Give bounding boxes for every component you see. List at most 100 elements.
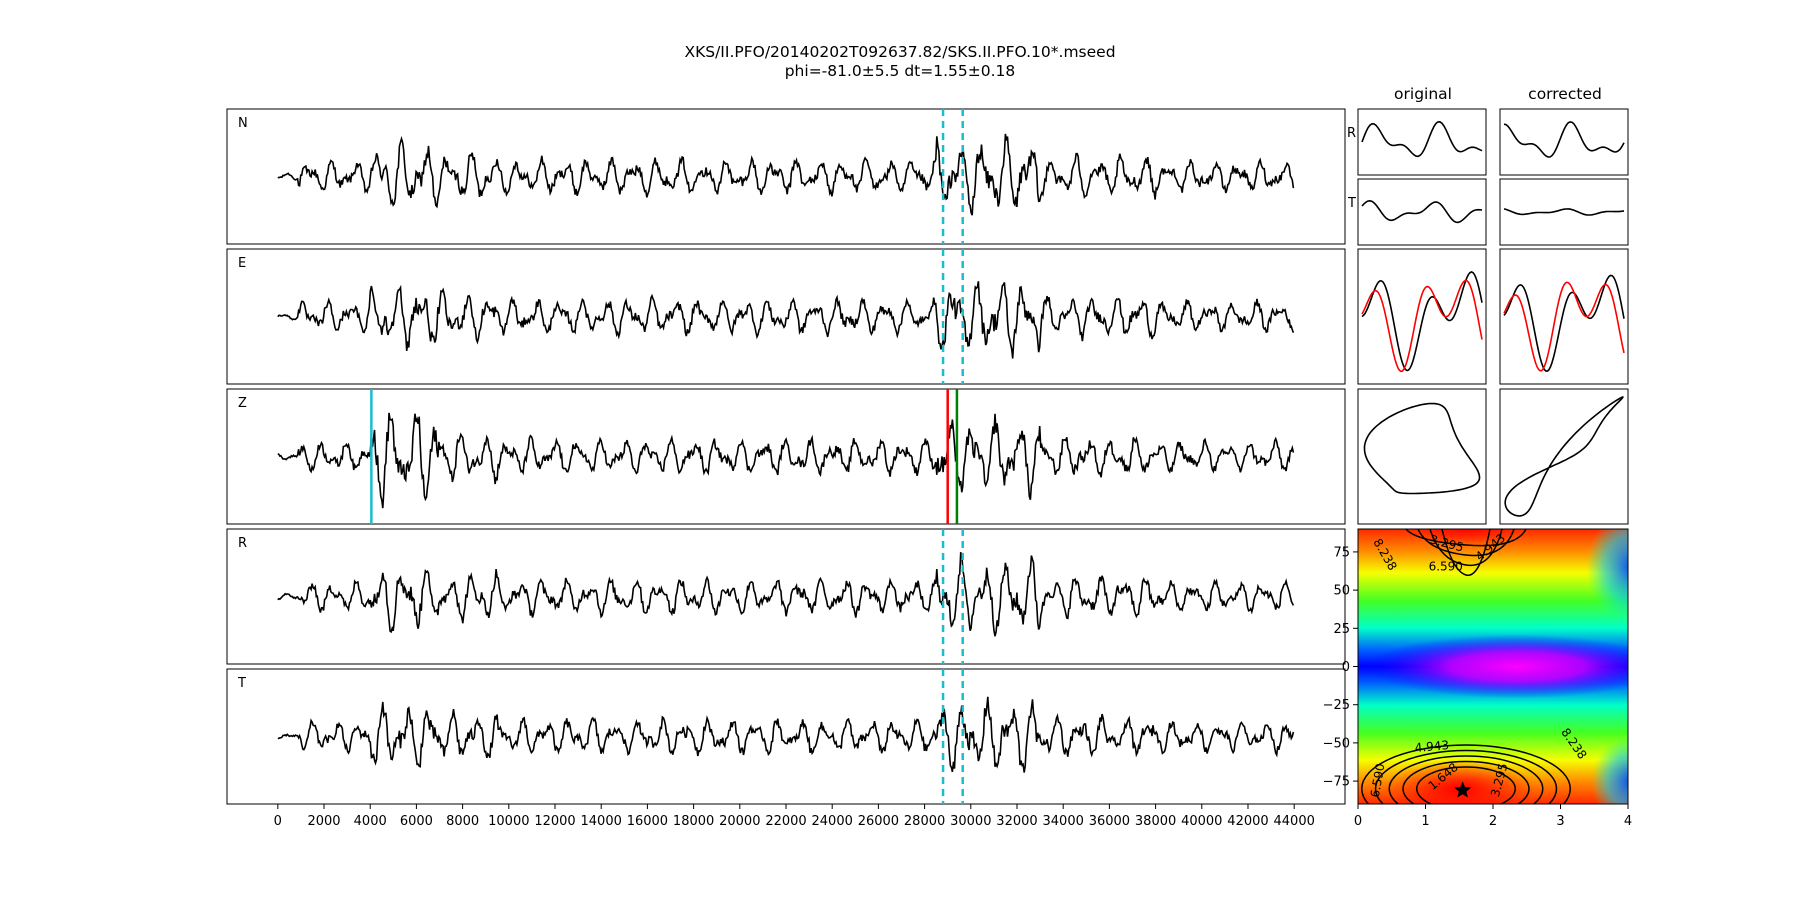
particle-panel-frame bbox=[1499, 388, 1629, 525]
contour-label: 6.590 bbox=[1429, 559, 1463, 573]
x-tick-label: 8000 bbox=[446, 814, 479, 829]
x-tick-label: 30000 bbox=[950, 814, 991, 829]
particle-panel-corrected-2 bbox=[1499, 248, 1629, 385]
x-tick-label: 2000 bbox=[307, 814, 340, 829]
x-tick-label: 16000 bbox=[627, 814, 668, 829]
x-tick-label: 38000 bbox=[1135, 814, 1176, 829]
particle-panel-original-0: R bbox=[1347, 108, 1487, 176]
x-tick-label: 42000 bbox=[1227, 814, 1268, 829]
trace-panel-z: Z bbox=[226, 388, 1346, 525]
particle-panel-corrected-3 bbox=[1499, 388, 1629, 525]
x-tick-label: 4000 bbox=[354, 814, 387, 829]
x-tick-label: 28000 bbox=[904, 814, 945, 829]
waveform-line bbox=[1361, 199, 1483, 224]
particle-row-label: T bbox=[1347, 196, 1356, 211]
contour-label: 6.590 bbox=[1368, 762, 1388, 798]
contour-bottom-2 bbox=[1388, 755, 1544, 804]
overlay-red-line bbox=[1503, 281, 1625, 372]
trace-panel-frame bbox=[226, 108, 1346, 245]
waveform-line bbox=[1361, 120, 1483, 158]
x-tick-label: 26000 bbox=[858, 814, 899, 829]
trace-panels: N E Z R T 0 2000 4000 6000 8000 10000 12000 14000 160… bbox=[226, 108, 1346, 829]
hodogram-line bbox=[1363, 402, 1481, 495]
trace-panel-t: T bbox=[226, 668, 1346, 805]
x-tick-label: 34000 bbox=[1043, 814, 1084, 829]
contour-bottom-0 bbox=[1416, 766, 1516, 804]
x-tick-label: 36000 bbox=[1089, 814, 1130, 829]
figure-subtitle: phi=-81.0±5.5 dt=1.55±0.18 bbox=[784, 62, 1016, 80]
trace-line-n bbox=[277, 133, 1295, 216]
heatmap-y-tick-label: −25 bbox=[1323, 698, 1350, 713]
heatmap-x-tick-label: 0 bbox=[1354, 814, 1362, 829]
contour-bottom-3 bbox=[1374, 749, 1558, 804]
heatmap-y-tick-label: −75 bbox=[1323, 775, 1350, 790]
contour-top-0 bbox=[1405, 529, 1527, 547]
x-tick-label: 12000 bbox=[534, 814, 575, 829]
x-tick-label: 14000 bbox=[581, 814, 622, 829]
trace-panel-label: T bbox=[237, 676, 246, 691]
heatmap-y-tick-label: 75 bbox=[1333, 545, 1350, 560]
heatmap-x-tick-label: 3 bbox=[1556, 814, 1564, 829]
trace-line-r bbox=[277, 551, 1295, 637]
x-tick-label: 20000 bbox=[719, 814, 760, 829]
heatmap-x-tick-label: 4 bbox=[1624, 814, 1632, 829]
heatmap-blue-corner-top bbox=[1586, 529, 1628, 623]
trace-panel-label: R bbox=[238, 536, 247, 551]
hodogram-line bbox=[1504, 396, 1624, 517]
trace-panel-e: E bbox=[226, 248, 1346, 385]
column-title-original: original bbox=[1394, 85, 1452, 103]
particle-panel-frame bbox=[1357, 388, 1487, 525]
particle-panel-corrected-1 bbox=[1499, 178, 1629, 246]
waveform-line bbox=[1503, 208, 1625, 216]
contour-bottom-1 bbox=[1402, 760, 1530, 804]
contour-top-2 bbox=[1429, 529, 1503, 567]
trace-line-t bbox=[277, 696, 1295, 773]
particle-panel-original-3 bbox=[1357, 388, 1487, 525]
particle-row-label: R bbox=[1347, 126, 1356, 141]
heatmap-y-tick-label: 25 bbox=[1333, 622, 1350, 637]
trace-panel-r: R bbox=[226, 528, 1346, 665]
trace-panel-label: N bbox=[238, 116, 248, 131]
overlay-black-line bbox=[1361, 271, 1483, 372]
trace-line-z bbox=[277, 412, 1295, 509]
trace-panel-label: E bbox=[238, 256, 246, 271]
x-tick-label: 10000 bbox=[488, 814, 529, 829]
heatmap-y-tick-label: 0 bbox=[1342, 660, 1350, 675]
x-tick-label: 24000 bbox=[812, 814, 853, 829]
x-tick-label: 32000 bbox=[996, 814, 1037, 829]
best-fit-star bbox=[1454, 781, 1472, 798]
x-tick-label: 6000 bbox=[400, 814, 433, 829]
x-tick-label: 0 bbox=[274, 814, 282, 829]
heatmap-minimum-blob bbox=[1366, 634, 1628, 699]
trace-panel-frame bbox=[226, 528, 1346, 665]
trace-line-e bbox=[277, 281, 1295, 359]
heatmap-y-tick-label: −50 bbox=[1323, 736, 1350, 751]
trace-panel-label: Z bbox=[238, 396, 247, 411]
x-tick-label: 40000 bbox=[1181, 814, 1222, 829]
particle-panel-original-1: T bbox=[1347, 178, 1487, 246]
heatmap-blue-corner-bottom bbox=[1591, 736, 1628, 804]
contour-label: 4.943 bbox=[1414, 738, 1449, 755]
contour-top-3 bbox=[1441, 529, 1491, 576]
x-tick-label: 22000 bbox=[765, 814, 806, 829]
particle-panel-original-2 bbox=[1357, 248, 1487, 385]
particle-panel-frame bbox=[1499, 108, 1629, 176]
overlay-black-line bbox=[1503, 274, 1625, 372]
heatmap-y-tick-label: 50 bbox=[1333, 584, 1350, 599]
particle-panel-frame bbox=[1357, 108, 1487, 176]
contour-top-1 bbox=[1417, 529, 1515, 557]
particle-panel-corrected-0 bbox=[1499, 108, 1629, 176]
figure-title: XKS/II.PFO/20140202T092637.82/SKS.II.PFO… bbox=[684, 43, 1116, 61]
trace-panel-frame bbox=[226, 388, 1346, 525]
x-tick-label: 44000 bbox=[1274, 814, 1315, 829]
particle-panel-frame bbox=[1499, 248, 1629, 385]
column-title-corrected: corrected bbox=[1528, 85, 1602, 103]
heatmap-x-tick-label: 2 bbox=[1489, 814, 1497, 829]
waveform-line bbox=[1503, 121, 1625, 158]
heatmap-x-tick-label: 1 bbox=[1421, 814, 1429, 829]
particle-panel-frame bbox=[1357, 248, 1487, 385]
trace-panel-n: N bbox=[226, 108, 1346, 245]
